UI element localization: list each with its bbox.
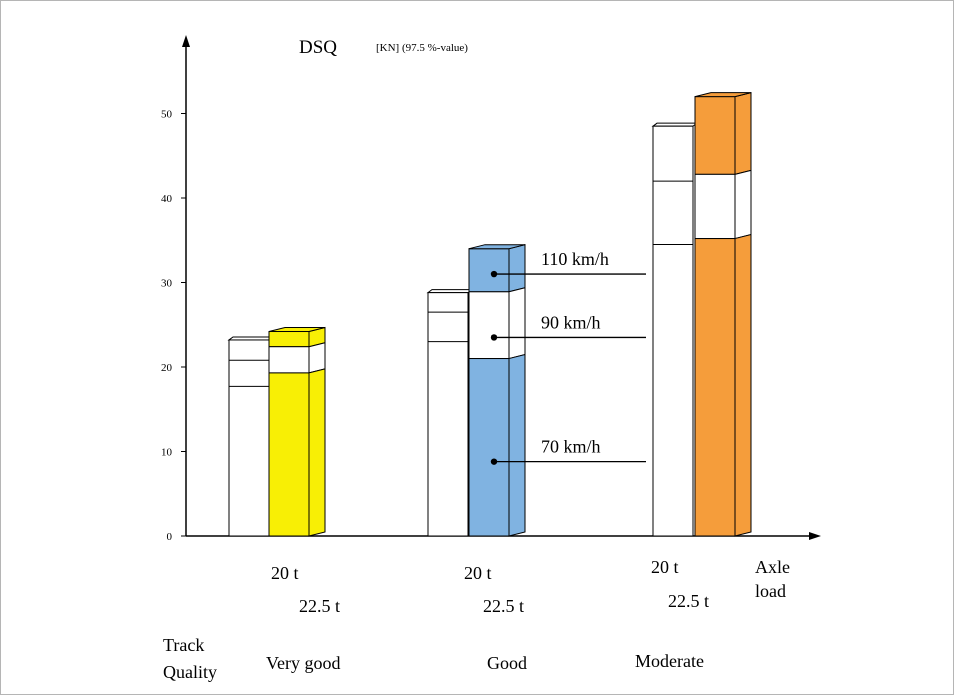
- bar-225t-moderate-segment-70: [694, 238, 736, 537]
- quality-very-good: Very good: [266, 653, 341, 673]
- y-tick-label-0: 0: [167, 531, 173, 543]
- speed-label-70-km-h: 70 km/h: [541, 437, 601, 457]
- bar-225t-good-top: [468, 244, 526, 250]
- speed-labels: 110 km/h 90 km/h 70 km/h: [490, 249, 646, 465]
- speed-label-110-km-h: 110 km/h: [541, 249, 609, 269]
- chart-unit: [KN] (97.5 %-value): [376, 42, 468, 54]
- bar-225t-very-good-top: [268, 327, 326, 333]
- x-label-225t-moderate: 22.5 t: [668, 591, 709, 611]
- bar-20t-good: [427, 292, 469, 537]
- bar-20t-moderate: [652, 125, 694, 537]
- bar-225t-moderate-side-110: [734, 91, 752, 175]
- bar-225t-very-good-segment-70: [268, 372, 310, 537]
- bars: [227, 91, 752, 537]
- bar-225t-good-segment-70: [468, 358, 510, 537]
- y-tick-label-20: 20: [161, 362, 173, 374]
- bar-225t-moderate-side-90: [734, 169, 752, 240]
- row-header-line1: Track: [163, 635, 204, 655]
- bar-225t-moderate-segment-90: [694, 173, 736, 240]
- quality-good: Good: [487, 653, 527, 673]
- chart-title: DSQ: [299, 37, 337, 58]
- x-label-20t-very-good: 20 t: [271, 563, 299, 583]
- y-tick-label-10: 10: [161, 447, 173, 459]
- x-label-225t-very-good: 22.5 t: [299, 596, 340, 616]
- bar-225t-good-segment-90: [468, 291, 510, 360]
- bar-225t-moderate-top: [694, 92, 752, 98]
- y-ticks: 0 10 20 30 40 50: [161, 109, 186, 543]
- y-tick-label-40: 40: [161, 193, 173, 205]
- bar-225t-very-good-side-70: [308, 368, 326, 537]
- quality-moderate: Moderate: [635, 651, 704, 671]
- y-axis-arrow: [182, 35, 190, 47]
- x-axis-arrow: [809, 532, 821, 540]
- bar-225t-good-side-70: [508, 353, 526, 537]
- y-tick-label-30: 30: [161, 278, 173, 290]
- bar-225t-good-side-90: [508, 287, 526, 360]
- speed-label-90-km-h: 90 km/h: [541, 312, 601, 332]
- bar-225t-moderate-side-70: [734, 233, 752, 537]
- bar-225t-good-segment-110: [468, 248, 510, 293]
- x-label-20t-moderate: 20 t: [651, 557, 679, 577]
- row-header-line2: Quality: [163, 662, 217, 682]
- bar-225t-very-good-segment-110: [268, 331, 310, 348]
- bar-225t-good-side-110: [508, 244, 526, 293]
- x-label-225t-good: 22.5 t: [483, 596, 524, 616]
- bar-225t-very-good-side-90: [308, 342, 326, 374]
- bar-225t-very-good-segment-90: [268, 346, 310, 374]
- bar-20t-very-good: [228, 339, 270, 537]
- y-tick-label-50: 50: [161, 109, 173, 121]
- bar-225t-moderate-segment-110: [694, 96, 736, 175]
- axis-end-label-line2: load: [755, 581, 786, 601]
- x-label-20t-good: 20 t: [464, 563, 492, 583]
- axis-end-label-line1: Axle: [755, 557, 790, 577]
